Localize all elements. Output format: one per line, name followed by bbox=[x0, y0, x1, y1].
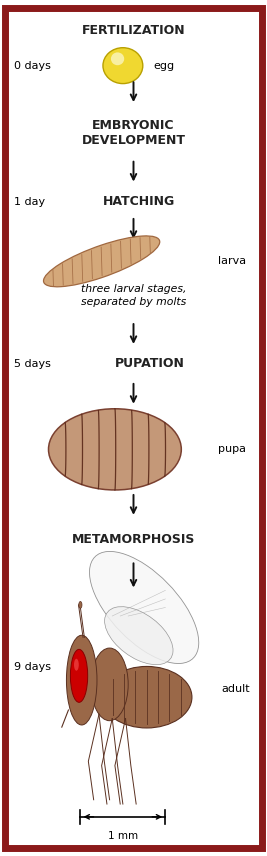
Text: 9 days: 9 days bbox=[14, 663, 51, 672]
Text: 1 day: 1 day bbox=[14, 197, 45, 206]
Ellipse shape bbox=[66, 635, 97, 725]
Ellipse shape bbox=[89, 551, 199, 663]
Text: three larval stages,
separated by molts: three larval stages, separated by molts bbox=[81, 284, 186, 306]
Text: HATCHING: HATCHING bbox=[103, 195, 175, 208]
Ellipse shape bbox=[49, 409, 181, 490]
Ellipse shape bbox=[44, 236, 160, 287]
Text: adult: adult bbox=[221, 684, 250, 693]
Ellipse shape bbox=[105, 607, 173, 664]
Text: larva: larva bbox=[218, 256, 247, 266]
Ellipse shape bbox=[79, 602, 82, 609]
Ellipse shape bbox=[74, 659, 79, 671]
Text: PUPATION: PUPATION bbox=[115, 358, 184, 371]
Ellipse shape bbox=[111, 52, 124, 65]
Text: egg: egg bbox=[154, 61, 175, 71]
Text: METAMORPHOSIS: METAMORPHOSIS bbox=[72, 532, 195, 545]
Ellipse shape bbox=[70, 650, 88, 702]
Ellipse shape bbox=[91, 648, 128, 721]
Text: FERTILIZATION: FERTILIZATION bbox=[82, 24, 185, 37]
Ellipse shape bbox=[103, 48, 143, 84]
Text: pupa: pupa bbox=[218, 444, 246, 455]
Text: 5 days: 5 days bbox=[14, 359, 51, 369]
Text: EMBRYONIC
DEVELOPMENT: EMBRYONIC DEVELOPMENT bbox=[81, 119, 186, 147]
Text: 0 days: 0 days bbox=[14, 61, 51, 71]
Text: 1 mm: 1 mm bbox=[108, 831, 138, 841]
Ellipse shape bbox=[102, 667, 192, 728]
